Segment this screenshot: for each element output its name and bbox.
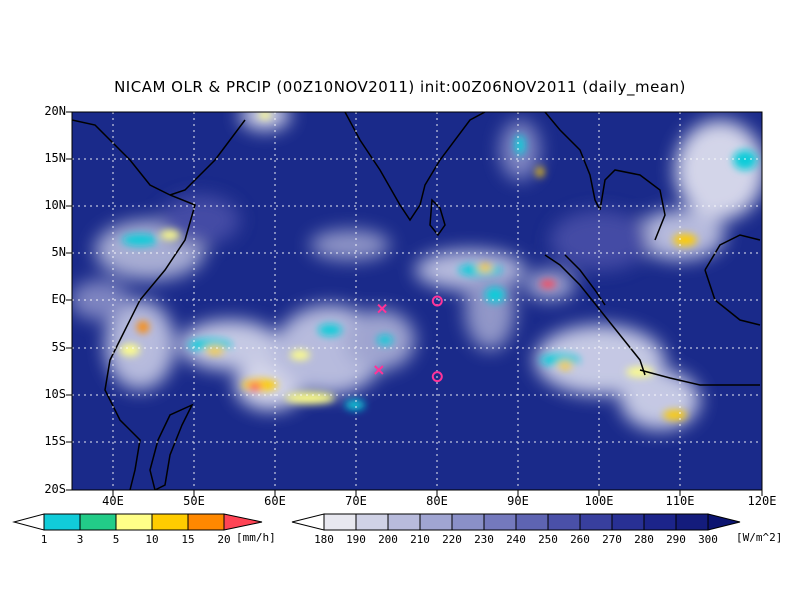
lon-label: 100E [584,494,614,508]
lat-label: 5N [51,245,66,259]
lat-label: 10N [44,198,66,212]
precip-colorbar-label: 1 [40,533,48,546]
coastlines [72,112,761,490]
africa-coastline [72,119,196,490]
olr-colorbar-label: 180 [314,533,334,546]
sumatra-coastline [544,254,646,376]
precip-colorbar-label: 3 [76,533,84,546]
lon-label: 70E [345,494,367,508]
lat-label: 15N [44,151,66,165]
olr-colorbar-label: 210 [410,533,430,546]
lat-label: EQ [51,292,66,306]
lat-label: 5S [51,340,66,354]
circle-marker [431,371,443,383]
lon-label: 60E [264,494,286,508]
precip-field [120,112,757,420]
map-grid [72,112,762,490]
olr-colorbar-label: 240 [506,533,526,546]
cross-marker [377,303,387,314]
precip-colorbar-label: 5 [112,533,120,546]
olr-colorbar-label: 220 [442,533,462,546]
srilanka-coastline [429,198,446,237]
ocean-background [72,112,762,490]
lat-label: 10S [44,387,66,401]
cross-marker [374,365,384,375]
lon-label: 80E [426,494,448,508]
olr-colorbar-label: 190 [346,533,366,546]
indochina-coastline [599,169,666,241]
precip-colorbar-label: 10 [145,533,159,546]
java-coastline [639,369,760,386]
lon-label: 40E [102,494,124,508]
olr-colorbar-label: 300 [698,533,718,546]
precip-colorbar [12,513,263,531]
lon-label: 110E [665,494,695,508]
precip-unit: [mm/h] [236,531,276,544]
lat-label: 20S [44,482,66,496]
olr-unit: [W/m^2] [736,531,783,544]
marker-layer [374,295,443,383]
arabia-coastline [169,119,246,196]
olr-colorbar-label: 280 [634,533,654,546]
map-frame [71,111,763,491]
lon-label: 90E [507,494,529,508]
lat-label: 20N [44,104,66,118]
lon-label: 120E [747,494,777,508]
borneo-coastline [704,234,761,271]
olr-colorbar-label: 230 [474,533,494,546]
circle-marker [431,295,443,307]
borneo-south-coastline [704,269,761,326]
map-area [72,112,762,490]
precip-colorbar-label: 15 [181,533,195,546]
olr-colorbar-label: 270 [602,533,622,546]
lat-label: 15S [44,434,66,448]
olr-colorbar-label: 200 [378,533,398,546]
olr-colorbar-label: 250 [538,533,558,546]
olr-colorbar-label: 290 [666,533,686,546]
lon-label: 50E [183,494,205,508]
map-title: NICAM OLR & PRCIP (00Z10NOV2011) init:00… [114,78,686,96]
olr-colorbar [291,513,741,531]
india-coastline [344,112,486,222]
myanmar-coastline [544,112,601,211]
malay-coastline [564,254,606,306]
precip-colorbar-label: 20 [217,533,231,546]
tick-marks [66,111,763,496]
madagascar-coastline [149,403,194,490]
olr-colorbar-label: 260 [570,533,590,546]
